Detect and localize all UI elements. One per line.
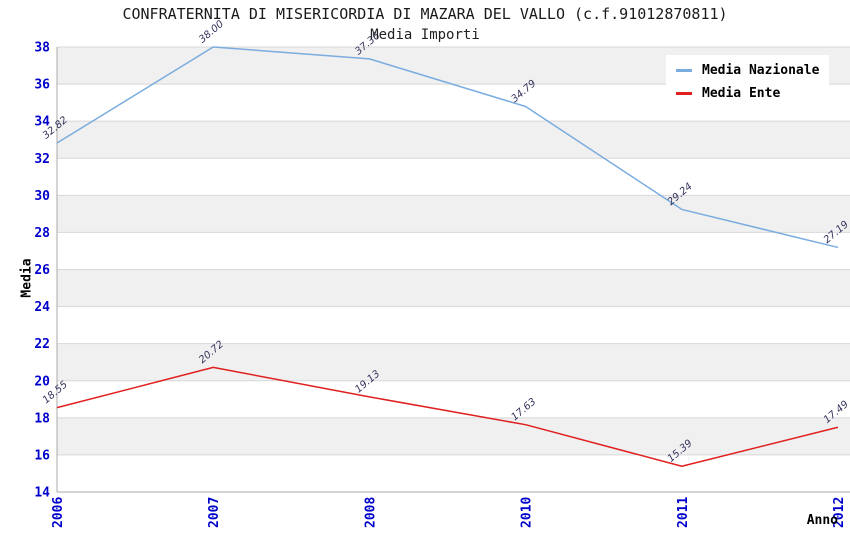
plot-band	[57, 195, 850, 233]
plot-band	[57, 454, 850, 492]
y-tick-label: 28	[34, 226, 50, 241]
legend-label: Media Ente	[702, 86, 781, 101]
y-tick-label: 20	[34, 374, 50, 389]
plot-band	[57, 232, 850, 270]
legend-label: Media Nazionale	[702, 63, 820, 78]
plot-band	[57, 343, 850, 381]
legend-swatch-red-line	[676, 92, 692, 95]
series-line-media-nazionale	[56, 46, 839, 249]
y-tick-label: 30	[34, 189, 50, 204]
y-tick-label: 22	[34, 337, 50, 352]
x-tick-label: 2008	[363, 497, 378, 528]
y-tick-label: 32	[34, 152, 50, 167]
x-tick-label: 2012	[832, 497, 847, 528]
legend-item-media-ente: Media Ente	[676, 86, 819, 101]
x-tick-label: 2006	[51, 497, 66, 528]
chart-subtitle: Media Importi	[370, 27, 480, 43]
y-tick-label: 34	[34, 115, 50, 130]
y-axis-title: Media	[19, 258, 35, 298]
y-tick-label: 36	[34, 78, 50, 93]
y-tick-label: 38	[34, 41, 50, 56]
x-tick-label: 2010	[520, 497, 535, 528]
plot-band	[57, 269, 850, 307]
y-tick-label: 18	[34, 411, 50, 426]
legend-swatch-blue-line	[676, 69, 692, 72]
plot-band	[57, 121, 850, 159]
legend-item-media-nazionale: Media Nazionale	[676, 63, 819, 78]
page-title: CONFRATERNITA DI MISERICORDIA DI MAZARA …	[122, 5, 728, 23]
plot-band	[57, 306, 850, 344]
y-tick-label: 24	[34, 300, 50, 315]
y-tick-label: 14	[34, 486, 50, 501]
x-tick-label: 2007	[207, 497, 222, 528]
x-tick-label: 2011	[676, 497, 691, 528]
y-tick-label: 16	[34, 448, 50, 463]
plot-band	[57, 158, 850, 196]
chart-legend: Media Nazionale Media Ente	[666, 55, 830, 110]
plot-band	[57, 417, 850, 455]
x-axis-title: Anno	[806, 513, 838, 528]
y-tick-label: 26	[34, 263, 50, 278]
series-line-media-ente	[56, 366, 839, 467]
